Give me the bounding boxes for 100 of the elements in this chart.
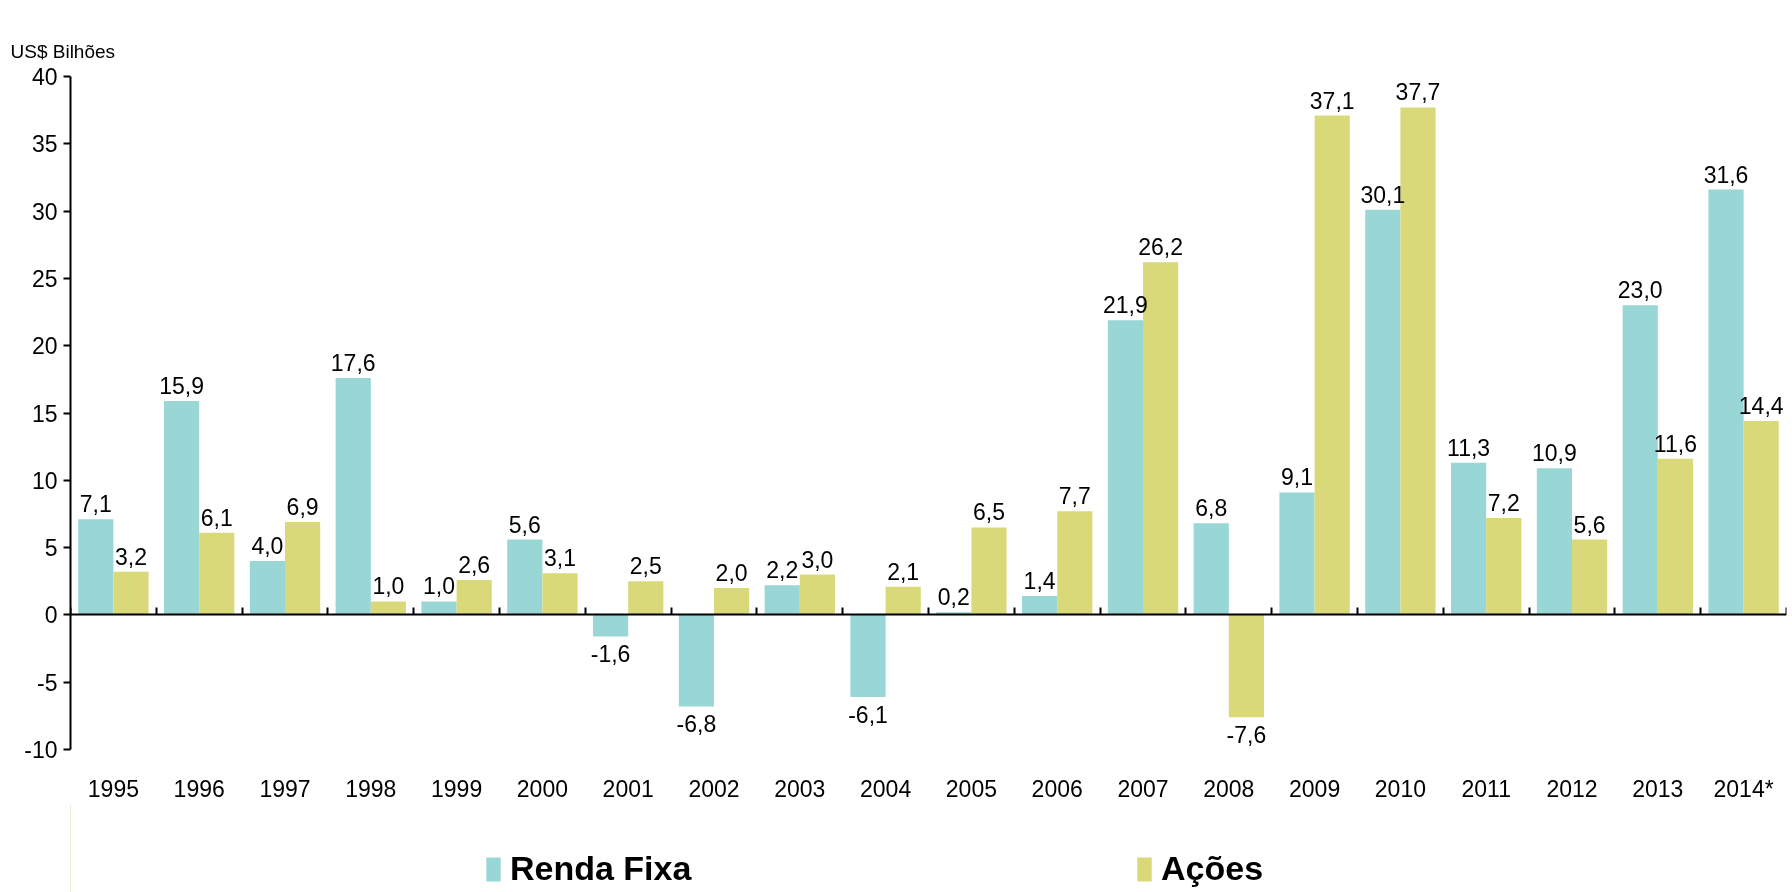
data-label: 21,9 [1103, 292, 1148, 319]
bar [1107, 320, 1143, 615]
bar [421, 601, 457, 615]
data-label: 23,0 [1617, 277, 1663, 304]
bar [850, 614, 886, 698]
bar [628, 581, 664, 615]
x-tick-label: 1998 [345, 775, 397, 802]
bar [593, 614, 629, 637]
data-label: 30,1 [1360, 181, 1406, 208]
y-tick-label: 10 [31, 467, 58, 494]
x-tick-label: 1995 [87, 775, 139, 802]
y-tick-label: 35 [31, 131, 58, 158]
x-tick-label: 2010 [1374, 775, 1426, 802]
x-tick-label: 2007 [1117, 775, 1169, 802]
data-label: 1,0 [423, 573, 456, 600]
bar [1022, 596, 1058, 615]
y-tick-label: 0 [44, 602, 58, 629]
bar [885, 586, 921, 615]
bar [199, 532, 235, 615]
data-label: 11,6 [1653, 430, 1697, 457]
data-label: -7,6 [1226, 722, 1267, 749]
x-tick-label: 2012 [1546, 775, 1598, 802]
data-label: 3,2 [115, 543, 147, 570]
bar [1314, 115, 1350, 615]
y-tick-label: 25 [31, 265, 58, 292]
x-tick-label: 2013 [1632, 775, 1684, 802]
bar [1572, 539, 1608, 615]
legend-label: Renda Fixa [510, 849, 693, 888]
bar [1228, 614, 1264, 718]
x-tick-label: 2014* [1713, 775, 1774, 802]
x-tick-label: 1996 [173, 775, 225, 802]
data-label: 2,1 [887, 558, 920, 585]
bar [285, 522, 321, 615]
data-label: 6,8 [1195, 495, 1228, 522]
y-axis-title: US$ Bilhões [10, 40, 116, 62]
y-tick-label: 5 [44, 535, 58, 562]
bar [1365, 209, 1401, 615]
data-label: -6,8 [676, 711, 717, 738]
data-label: -6,1 [848, 702, 888, 729]
data-label: 17,6 [330, 350, 376, 376]
bar [542, 573, 578, 615]
x-tick-label: 2002 [688, 775, 740, 802]
bar [164, 400, 200, 615]
bar [799, 574, 835, 615]
y-tick-label: -10 [24, 737, 58, 763]
x-tick-label: 2003 [774, 775, 826, 802]
data-label: 6,9 [286, 494, 319, 521]
bar [1451, 462, 1487, 615]
data-label: 7,2 [1487, 489, 1520, 516]
data-label: 6,5 [973, 499, 1005, 526]
bar [1057, 511, 1093, 615]
data-label: 0,2 [937, 584, 970, 611]
bar [1486, 517, 1522, 615]
data-label: 11,3 [1447, 434, 1491, 461]
data-label: 10,9 [1532, 440, 1577, 467]
data-label: 26,2 [1138, 234, 1183, 261]
data-label: 3,1 [544, 545, 576, 572]
x-tick-label: 2001 [602, 775, 654, 802]
y-tick-label: -5 [37, 669, 58, 696]
data-label: 9,1 [1281, 464, 1314, 491]
data-label: 5,6 [1573, 511, 1606, 538]
y-tick-label: 40 [31, 64, 58, 90]
x-tick-label: 2008 [1203, 775, 1255, 802]
bar [1743, 421, 1779, 615]
bar [1279, 492, 1315, 615]
data-label: -1,6 [590, 641, 631, 668]
data-label: 2,5 [629, 553, 662, 580]
x-tick-label: 2005 [945, 775, 997, 802]
bar [78, 519, 114, 615]
data-label: 31,6 [1703, 161, 1749, 188]
data-label: 2,6 [458, 551, 491, 578]
x-tick-label: 2000 [516, 775, 568, 802]
x-tick-label: 1997 [259, 775, 311, 802]
data-label: 7,7 [1058, 483, 1091, 510]
bar [335, 378, 371, 615]
y-tick-label: 30 [31, 198, 58, 225]
x-tick-label: 2004 [860, 775, 912, 802]
bar [764, 585, 800, 615]
data-label: 7,1 [79, 491, 112, 518]
bar [971, 527, 1007, 615]
bar [1193, 523, 1229, 615]
y-tick-label: 15 [31, 400, 58, 427]
y-tick-label: 20 [31, 333, 58, 360]
x-tick-label: 2009 [1289, 775, 1341, 802]
data-label: 37,7 [1395, 79, 1441, 106]
legend-label: Ações [1161, 849, 1265, 888]
bar [1536, 468, 1572, 615]
x-tick-label: 2011 [1461, 775, 1511, 802]
data-label: 2,2 [766, 557, 799, 584]
data-label: 14,4 [1738, 393, 1784, 420]
data-label: 6,1 [200, 504, 233, 531]
bar [456, 579, 492, 615]
bar [249, 561, 285, 615]
data-label: 1,4 [1023, 568, 1056, 595]
data-label: 2,0 [715, 559, 748, 586]
data-label: 5,6 [508, 511, 541, 538]
bar [370, 601, 406, 615]
bar [1657, 458, 1693, 615]
bar [507, 539, 543, 615]
data-label: 3,0 [801, 546, 834, 573]
